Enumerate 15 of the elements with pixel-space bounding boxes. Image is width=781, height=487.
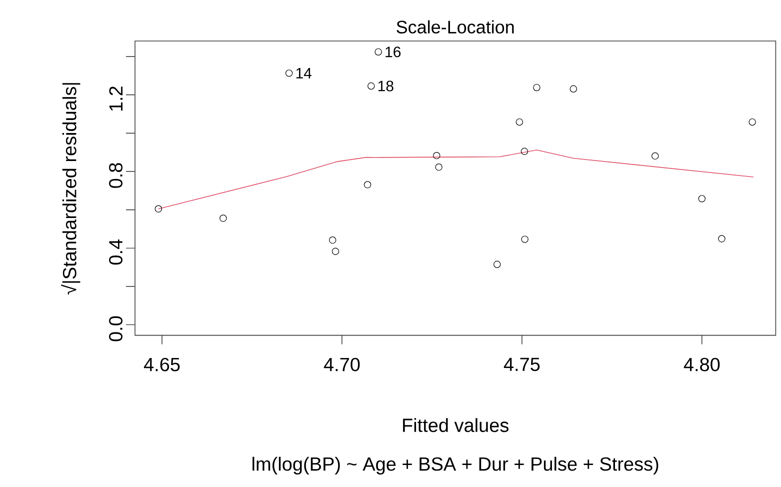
x-tick-label: 4.70: [324, 358, 360, 372]
y-tick-label: 1.2: [109, 86, 122, 111]
x-tick-label: 4.65: [144, 358, 180, 372]
y-tick-label: 0.4: [109, 239, 122, 265]
annotation: 14: [296, 68, 312, 78]
text: lm(log(BP) ~ Age + BSA + Dur + Pulse + Stress): [252, 456, 658, 475]
x-tick-label: 4.80: [684, 358, 720, 372]
chart-title: Scale-Location: [396, 20, 514, 34]
annotation: 16: [386, 46, 401, 58]
annotation: 18: [378, 80, 394, 92]
x-tick-label: 4.75: [504, 358, 540, 372]
y-tick-label: 0.0: [109, 316, 122, 342]
x-axis-title: Fitted values: [403, 418, 508, 432]
y-tick-label: 0.8: [109, 163, 122, 188]
y-axis-title: √|Standardized residuals|: [61, 83, 80, 294]
